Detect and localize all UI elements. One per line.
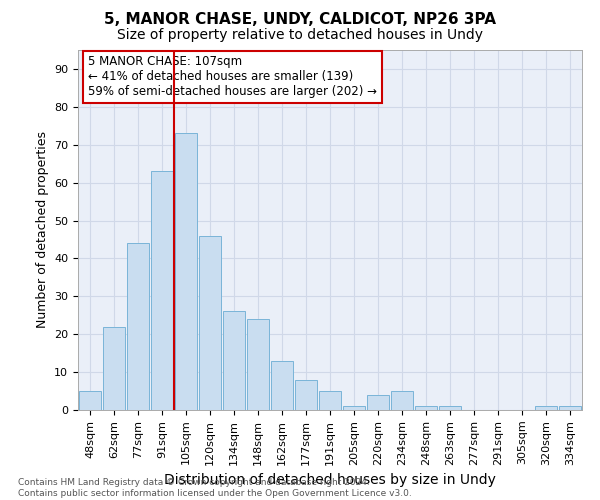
Bar: [319, 391, 341, 410]
Y-axis label: Number of detached properties: Number of detached properties: [35, 132, 49, 328]
Bar: [439, 406, 461, 410]
Bar: [559, 406, 581, 410]
Bar: [271, 360, 293, 410]
Bar: [151, 172, 173, 410]
Bar: [175, 134, 197, 410]
Bar: [79, 391, 101, 410]
Bar: [223, 312, 245, 410]
Bar: [343, 406, 365, 410]
Text: 5, MANOR CHASE, UNDY, CALDICOT, NP26 3PA: 5, MANOR CHASE, UNDY, CALDICOT, NP26 3PA: [104, 12, 496, 28]
Bar: [127, 244, 149, 410]
X-axis label: Distribution of detached houses by size in Undy: Distribution of detached houses by size …: [164, 473, 496, 487]
Bar: [247, 319, 269, 410]
Bar: [367, 395, 389, 410]
Bar: [415, 406, 437, 410]
Text: 5 MANOR CHASE: 107sqm
← 41% of detached houses are smaller (139)
59% of semi-det: 5 MANOR CHASE: 107sqm ← 41% of detached …: [88, 56, 377, 98]
Bar: [391, 391, 413, 410]
Bar: [199, 236, 221, 410]
Bar: [295, 380, 317, 410]
Bar: [535, 406, 557, 410]
Bar: [103, 326, 125, 410]
Text: Contains HM Land Registry data © Crown copyright and database right 2024.
Contai: Contains HM Land Registry data © Crown c…: [18, 478, 412, 498]
Text: Size of property relative to detached houses in Undy: Size of property relative to detached ho…: [117, 28, 483, 42]
